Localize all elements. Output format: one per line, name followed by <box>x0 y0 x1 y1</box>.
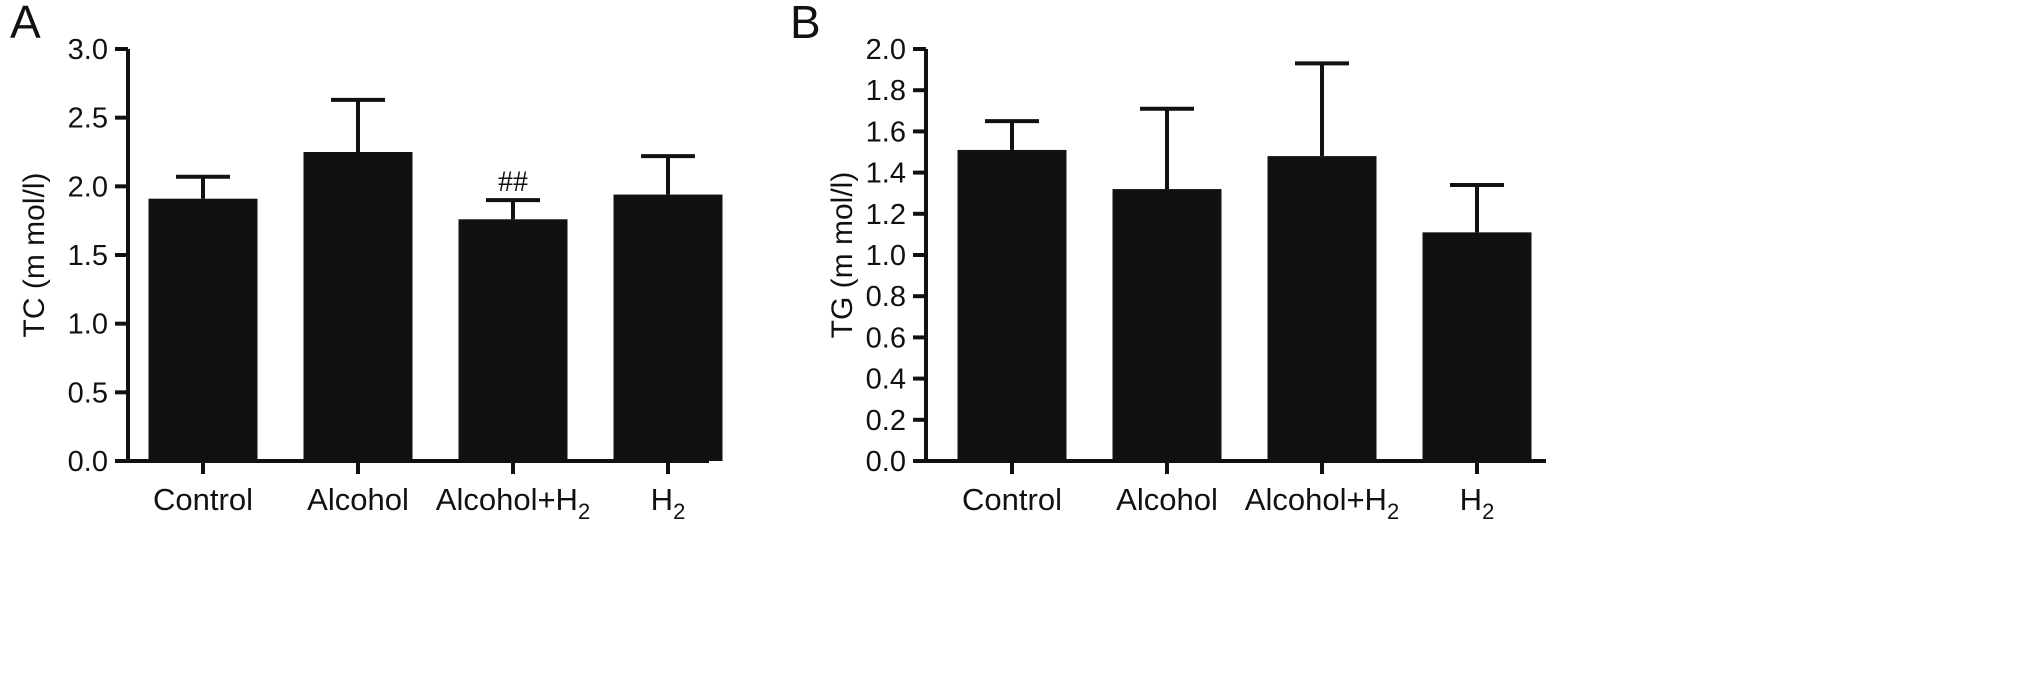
bar <box>1267 156 1377 461</box>
y-axis-title: TG (m mol/l) <box>826 172 859 339</box>
y-tick-label: 3.0 <box>68 34 108 66</box>
y-tick-label: 1.0 <box>68 309 108 341</box>
x-tick-label: Control <box>962 482 1062 517</box>
x-tick-label-text: Control <box>153 482 253 517</box>
bar <box>613 194 723 461</box>
y-tick-label: 1.5 <box>68 240 108 272</box>
x-tick-label: H2 <box>1460 482 1495 524</box>
x-tick-label-text: Alcohol+H <box>1245 482 1387 517</box>
y-tick-label: 2.0 <box>866 34 906 66</box>
x-tick-label: Alcohol <box>307 482 409 517</box>
y-tick-label: 1.2 <box>866 199 906 231</box>
x-tick-label: H2 <box>651 482 686 524</box>
y-tick-label: 0.4 <box>866 364 906 396</box>
x-tick-label: Alcohol+H2 <box>436 482 590 524</box>
y-tick-label: 0.6 <box>866 322 906 354</box>
x-tick-label-subscript: 2 <box>1387 499 1399 524</box>
bar <box>458 219 568 461</box>
y-tick-label: 0.0 <box>68 446 108 478</box>
y-tick-label: 1.4 <box>866 158 906 190</box>
bar <box>1112 189 1222 461</box>
x-tick-label-text: H <box>1460 482 1482 517</box>
panel-b: B TG (m mol/l) 0.0 0.2 0.4 0.6 0.8 1.0 1.2 1.4 1.6… <box>790 0 1546 524</box>
x-tick-label-subscript: 2 <box>578 499 590 524</box>
x-tick-label: Alcohol+H2 <box>1245 482 1399 524</box>
bar <box>148 198 258 461</box>
x-tick-label-text: Alcohol <box>307 482 409 517</box>
y-tick-label: 0.2 <box>866 405 906 437</box>
panel-label: B <box>790 0 821 48</box>
y-tick-label: 0.8 <box>866 281 906 313</box>
x-tick-label-subscript: 2 <box>1482 499 1494 524</box>
y-tick-label: 0.5 <box>68 377 108 409</box>
y-tick-label: 1.0 <box>866 240 906 272</box>
panel-a: A TC (m mol/l) 0.0 0.5 1.0 1.5 2.0 2.5 3.0 Contro… <box>10 0 723 524</box>
x-tick-label: Control <box>153 482 253 517</box>
y-tick-label: 2.5 <box>68 103 108 135</box>
y-tick-label: 1.8 <box>866 75 906 107</box>
x-tick-label-text: Control <box>962 482 1062 517</box>
x-tick-label-text: Alcohol+H <box>436 482 578 517</box>
bar <box>303 152 413 461</box>
bar <box>1422 232 1532 461</box>
x-tick-label-subscript: 2 <box>673 499 685 524</box>
y-tick-label: 1.6 <box>866 116 906 148</box>
x-tick-label-text: H <box>651 482 673 517</box>
bar <box>957 149 1067 461</box>
panel-label: A <box>10 0 41 48</box>
y-axis-title: TC (m mol/l) <box>18 173 51 338</box>
x-tick-label: Alcohol <box>1116 482 1218 517</box>
x-tick-label-text: Alcohol <box>1116 482 1218 517</box>
significance-annotation: ## <box>498 165 528 198</box>
y-tick-label: 0.0 <box>866 446 906 478</box>
y-tick-label: 2.0 <box>68 171 108 203</box>
